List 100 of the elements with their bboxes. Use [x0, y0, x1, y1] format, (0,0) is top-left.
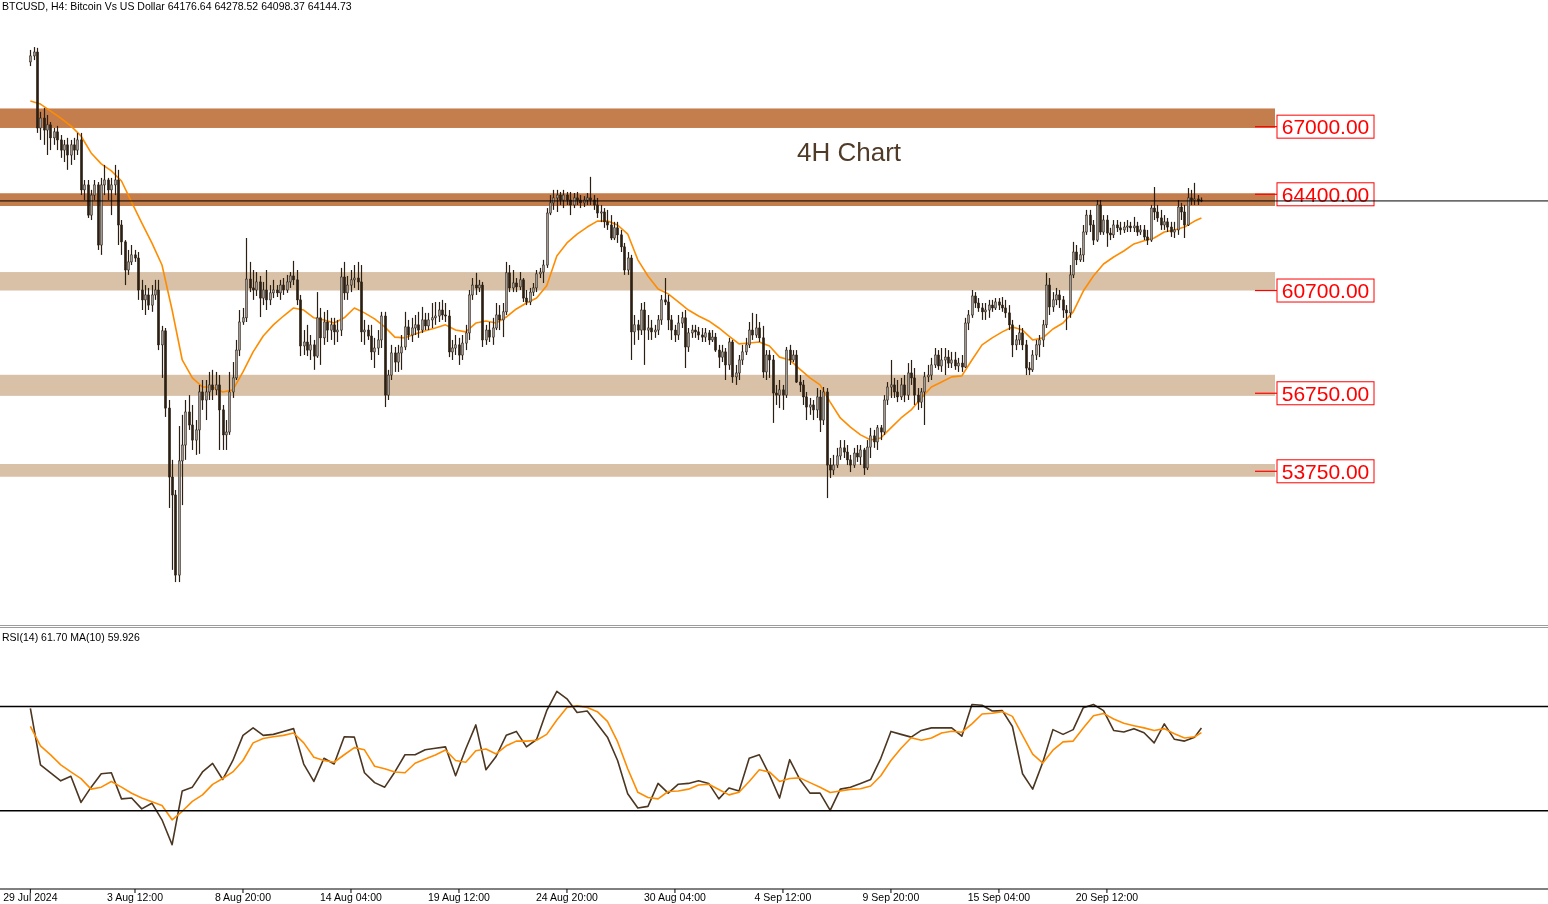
candlestick — [269, 284, 272, 306]
candlestick — [458, 337, 461, 366]
candlestick — [1139, 224, 1142, 236]
candlestick — [1193, 182, 1196, 206]
candlestick — [512, 269, 515, 293]
x-tick-label: 4 Sep 12:00 — [754, 891, 812, 903]
candlestick — [1143, 224, 1146, 241]
candlestick — [137, 251, 140, 301]
candlestick — [475, 272, 478, 296]
annotation: 4H Chart — [797, 137, 902, 167]
candlestick — [70, 139, 73, 166]
candlestick — [262, 281, 265, 306]
candlestick — [198, 384, 201, 455]
candlestick — [876, 424, 879, 451]
candlestick — [650, 319, 653, 341]
candlestick — [147, 287, 150, 311]
chart-title: BTCUSD, H4: Bitcoin Vs US Dollar 64176.64 64278.52 64098.37 64144.73 — [2, 0, 352, 12]
candlestick — [360, 264, 363, 343]
candlestick — [589, 176, 592, 206]
candlestick — [890, 359, 893, 399]
candlestick — [556, 189, 559, 213]
candlestick — [53, 127, 56, 146]
candlestick — [373, 337, 376, 369]
candlestick — [1126, 219, 1129, 233]
candlestick — [576, 191, 579, 206]
candlestick — [616, 221, 619, 244]
candlestick — [87, 179, 90, 219]
candlestick — [535, 269, 538, 293]
x-tick-label: 30 Aug 04:00 — [644, 891, 707, 903]
candlestick — [923, 371, 926, 426]
chart-title: RSI(14) 61.70 MA(10) 59.926 — [2, 631, 140, 643]
ref-line-label: 67000.00 — [1281, 115, 1370, 139]
candlestick — [448, 309, 451, 358]
candlestick — [610, 214, 613, 241]
candlestick — [903, 374, 906, 403]
candlestick — [441, 299, 444, 321]
candlestick — [346, 275, 349, 301]
candlestick — [454, 334, 457, 356]
candlestick — [907, 362, 910, 401]
candlestick — [255, 271, 258, 297]
candlestick — [957, 357, 960, 373]
candlestick — [856, 444, 859, 463]
candlestick — [613, 221, 616, 241]
x-tick-label: 3 Aug 12:00 — [106, 891, 164, 903]
candlestick — [157, 279, 160, 351]
candlestick — [809, 397, 812, 416]
candlestick — [333, 317, 336, 346]
candlestick — [1119, 221, 1122, 236]
candlestick — [60, 134, 63, 159]
candlestick — [394, 346, 397, 373]
candlestick — [434, 301, 437, 326]
candlestick — [562, 189, 565, 209]
candlestick — [795, 349, 798, 384]
candlestick — [498, 304, 501, 331]
x-tick-label: 24 Aug 20:00 — [536, 891, 599, 903]
candlestick — [981, 302, 984, 321]
candlestick — [286, 274, 289, 294]
candlestick — [940, 347, 943, 373]
candlestick — [97, 181, 100, 251]
candlestick — [461, 334, 464, 361]
candlestick — [110, 177, 113, 216]
candlestick — [704, 327, 707, 343]
candlestick — [994, 297, 997, 311]
candlestick — [930, 357, 933, 381]
x-tick-label: 19 Aug 12:00 — [428, 891, 491, 903]
candlestick — [73, 137, 76, 161]
candlestick — [1123, 221, 1126, 234]
candlestick — [144, 284, 147, 316]
candlestick — [46, 114, 49, 156]
candlestick — [1133, 216, 1136, 233]
candlestick — [1129, 221, 1132, 233]
candlestick — [63, 139, 66, 163]
candlestick — [944, 347, 947, 376]
candlestick — [1112, 219, 1115, 239]
candlestick — [998, 297, 1001, 311]
candlestick — [812, 399, 815, 421]
candlestick — [323, 311, 326, 346]
candlestick — [954, 351, 957, 371]
candlestick — [586, 192, 589, 206]
candlestick — [988, 299, 991, 319]
candlestick — [1018, 324, 1021, 346]
ref-line-label: 60700.00 — [1281, 279, 1370, 303]
candlestick — [211, 369, 214, 401]
x-tick-label: 8 Aug 20:00 — [214, 891, 272, 903]
candlestick — [708, 329, 711, 346]
candlestick — [762, 325, 765, 379]
candlestick — [488, 321, 491, 343]
candlestick — [603, 207, 606, 229]
candlestick — [326, 309, 329, 343]
candlestick — [306, 324, 309, 357]
candlestick — [1177, 199, 1180, 236]
candlestick — [1116, 219, 1119, 233]
candlestick — [1187, 187, 1190, 227]
candlestick — [384, 311, 387, 408]
candlestick — [819, 389, 822, 433]
candlestick — [755, 313, 758, 339]
ref-line-label: 64400.00 — [1281, 182, 1370, 206]
candlestick — [1058, 289, 1061, 309]
candlestick — [66, 137, 69, 171]
candlestick — [896, 379, 899, 403]
